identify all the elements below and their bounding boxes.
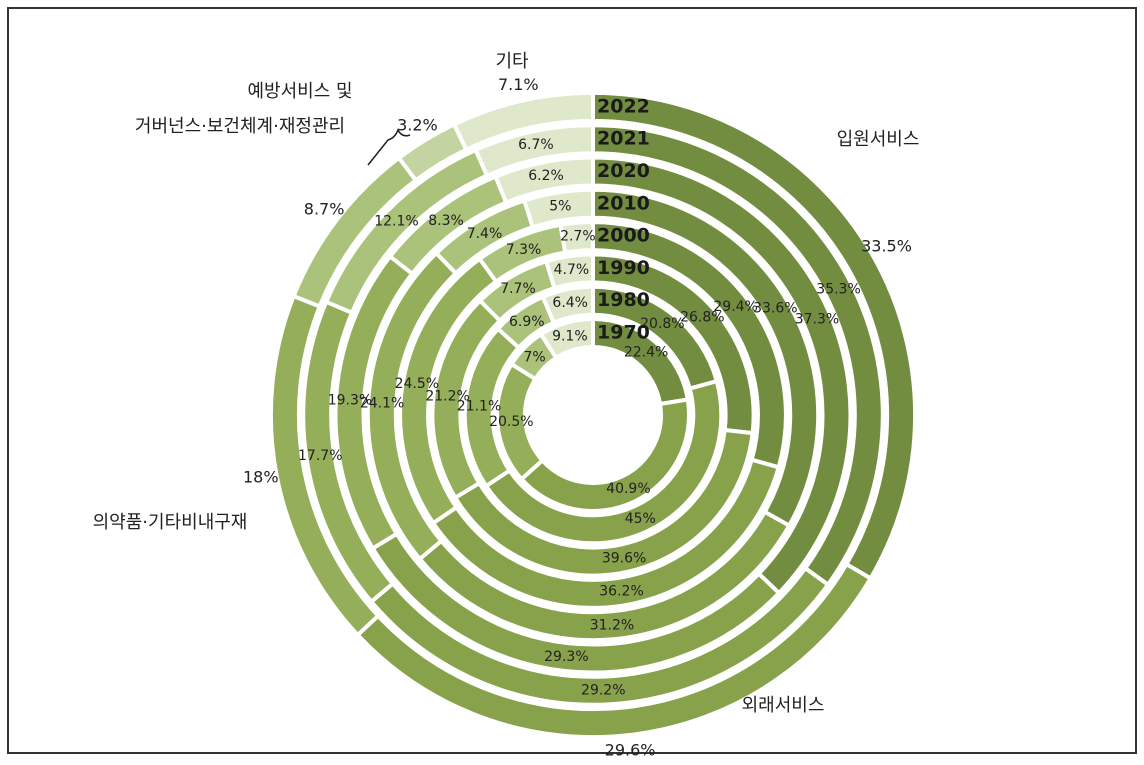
year-label: 1990 — [597, 257, 650, 279]
year-label: 2010 — [597, 192, 650, 214]
ring-segment — [451, 90, 595, 153]
year-label: 2021 — [597, 128, 650, 150]
rings — [268, 90, 918, 740]
category-label: 의약품·기타비내구재 — [93, 512, 248, 533]
year-label: 2022 — [597, 95, 650, 117]
value-label: 24.5% — [395, 376, 439, 392]
ring-segment — [538, 316, 595, 361]
ring-segment — [518, 397, 691, 513]
value-label: 29.2% — [581, 683, 625, 699]
category-label: 거버넌스·보건체계·재정관리 — [135, 116, 345, 137]
year-label: 2000 — [597, 225, 650, 247]
value-label: 29.6% — [605, 741, 656, 760]
value-label: 22.4% — [624, 345, 668, 361]
year-label: 1970 — [597, 322, 650, 344]
category-label: 입원서비스 — [837, 129, 920, 150]
value-label: 7.4% — [467, 226, 503, 242]
value-label: 6.7% — [518, 137, 554, 153]
value-label: 7.7% — [500, 281, 536, 297]
value-label: 8.7% — [304, 200, 345, 219]
value-label: 4.7% — [554, 262, 590, 278]
value-label: 19.3% — [328, 393, 372, 409]
value-label: 36.2% — [599, 584, 643, 600]
value-label: 21.1% — [457, 398, 501, 414]
value-label: 8.3% — [428, 213, 464, 229]
value-label: 33.5% — [861, 237, 912, 256]
value-label: 40.9% — [606, 481, 650, 497]
value-label: 7.1% — [498, 75, 539, 94]
value-label: 5% — [549, 198, 571, 214]
value-label: 26.8% — [680, 309, 724, 325]
value-label: 20.5% — [489, 414, 533, 430]
ring-segment — [558, 220, 595, 255]
value-label: 29.3% — [544, 649, 588, 665]
value-label: 37.3% — [795, 311, 839, 327]
value-label: 24.1% — [360, 396, 404, 412]
ring-segment — [540, 284, 595, 326]
value-label: 7.3% — [506, 242, 542, 258]
value-label: 17.7% — [298, 448, 342, 464]
value-label: 12.1% — [374, 214, 418, 230]
ring-segment — [473, 123, 595, 179]
value-label: 33.6% — [753, 300, 797, 316]
value-label: 29.4% — [713, 299, 757, 315]
value-label: 6.2% — [528, 168, 564, 184]
category-label: 예방서비스 및 — [247, 81, 352, 102]
bracket — [367, 128, 411, 166]
ring-segment — [543, 252, 595, 291]
value-label: 7% — [523, 349, 545, 365]
value-label: 31.2% — [590, 617, 634, 633]
value-label: 20.8% — [640, 316, 684, 332]
value-label: 21.2% — [425, 389, 469, 405]
value-label: 3.2% — [397, 116, 438, 135]
ring-segment — [483, 378, 724, 546]
value-label: 2.7% — [560, 229, 596, 245]
value-label: 6.9% — [509, 314, 545, 330]
value-label: 39.6% — [602, 550, 646, 566]
value-label: 45% — [625, 511, 656, 527]
ring-segment — [492, 155, 595, 206]
value-label: 6.4% — [552, 295, 588, 311]
category-label: 기타 — [495, 51, 529, 72]
value-label: 35.3% — [816, 281, 860, 297]
year-label: 2020 — [597, 160, 650, 182]
year-label: 1980 — [597, 289, 650, 311]
value-label: 9.1% — [552, 328, 588, 344]
value-label: 18% — [243, 467, 279, 486]
ring-segment — [521, 187, 595, 230]
category-label: 외래서비스 — [742, 695, 825, 716]
